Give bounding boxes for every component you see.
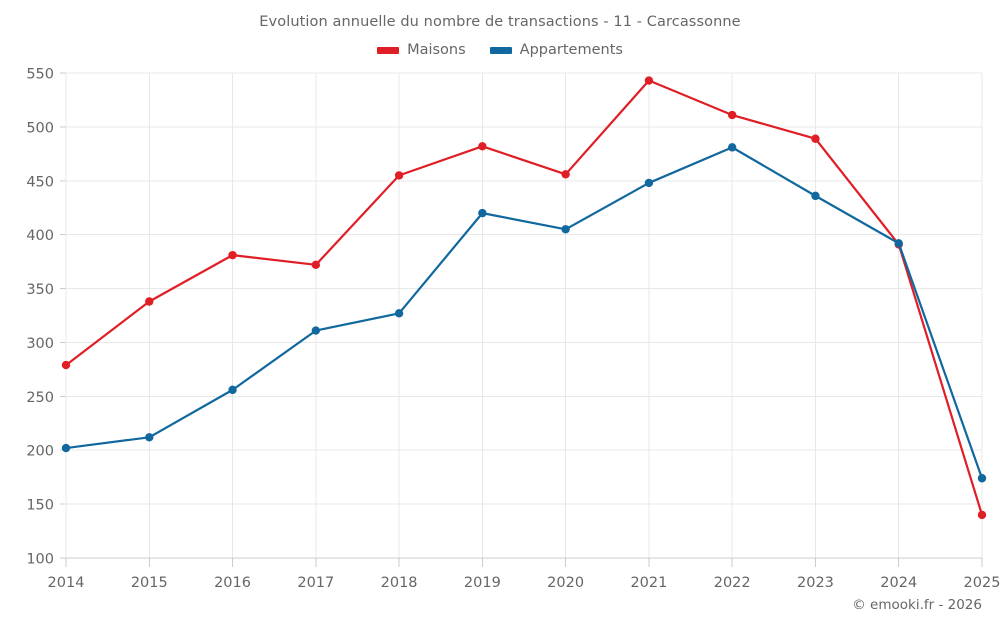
data-point[interactable] <box>394 309 404 318</box>
data-point[interactable] <box>145 433 154 442</box>
series-line-appartements <box>64 146 984 480</box>
data-point[interactable] <box>61 443 71 453</box>
y-tick-label: 200 <box>26 444 54 460</box>
x-tick-label: 2023 <box>797 575 834 591</box>
x-tick-label: 2024 <box>880 575 917 591</box>
legend-item-appartements[interactable]: Appartements <box>489 42 623 58</box>
data-point[interactable] <box>977 474 987 483</box>
legend-label-appartements: Appartements <box>519 42 623 58</box>
data-point[interactable] <box>478 208 487 218</box>
x-tick-label: 2015 <box>131 575 168 591</box>
y-tick-label: 500 <box>26 120 54 136</box>
y-tick-label: 150 <box>26 498 54 514</box>
series-line-maisons <box>64 79 984 516</box>
y-tick-label: 100 <box>26 552 54 568</box>
x-tick-label: 2021 <box>630 575 667 591</box>
data-point[interactable] <box>478 142 487 151</box>
data-point[interactable] <box>811 191 820 201</box>
x-tick-label: 2019 <box>464 575 501 591</box>
chart-legend: Maisons Appartements <box>0 42 1000 58</box>
data-point[interactable] <box>644 76 654 85</box>
data-point[interactable] <box>228 250 237 260</box>
x-tick-label: 2014 <box>48 575 85 591</box>
footer-credit: © emooki.fr - 2026 <box>852 597 982 613</box>
x-tick-label: 2022 <box>714 575 751 591</box>
data-point[interactable] <box>311 260 321 270</box>
data-point[interactable] <box>561 225 570 234</box>
x-tick-label: 2017 <box>297 575 334 591</box>
data-point[interactable] <box>311 326 321 335</box>
legend-item-maisons[interactable]: Maisons <box>377 42 466 58</box>
data-point[interactable] <box>727 110 737 120</box>
x-tick-label: 2016 <box>214 575 251 591</box>
y-tick-label: 400 <box>26 228 54 244</box>
data-point[interactable] <box>145 297 154 306</box>
y-tick-label: 550 <box>26 67 54 83</box>
data-point[interactable] <box>561 170 570 179</box>
data-point[interactable] <box>894 239 903 248</box>
x-tick-label: 2025 <box>964 575 1000 591</box>
data-point[interactable] <box>644 178 654 188</box>
x-tick-label: 2018 <box>381 575 418 591</box>
y-tick-label: 350 <box>26 282 54 298</box>
data-point[interactable] <box>394 171 404 180</box>
data-point[interactable] <box>811 134 820 143</box>
y-tick-label: 450 <box>26 174 54 190</box>
legend-swatch-appartements <box>489 46 512 54</box>
data-point[interactable] <box>977 510 987 520</box>
legend-swatch-maisons <box>377 46 400 54</box>
y-tick-label: 250 <box>26 390 54 406</box>
data-point[interactable] <box>228 385 237 395</box>
y-tick-label: 300 <box>26 336 54 352</box>
data-point[interactable] <box>61 360 71 370</box>
x-tick-label: 2020 <box>547 575 584 591</box>
data-point[interactable] <box>727 143 737 152</box>
chart-title: Evolution annuelle du nombre de transact… <box>259 14 741 30</box>
legend-label-maisons: Maisons <box>407 42 466 58</box>
